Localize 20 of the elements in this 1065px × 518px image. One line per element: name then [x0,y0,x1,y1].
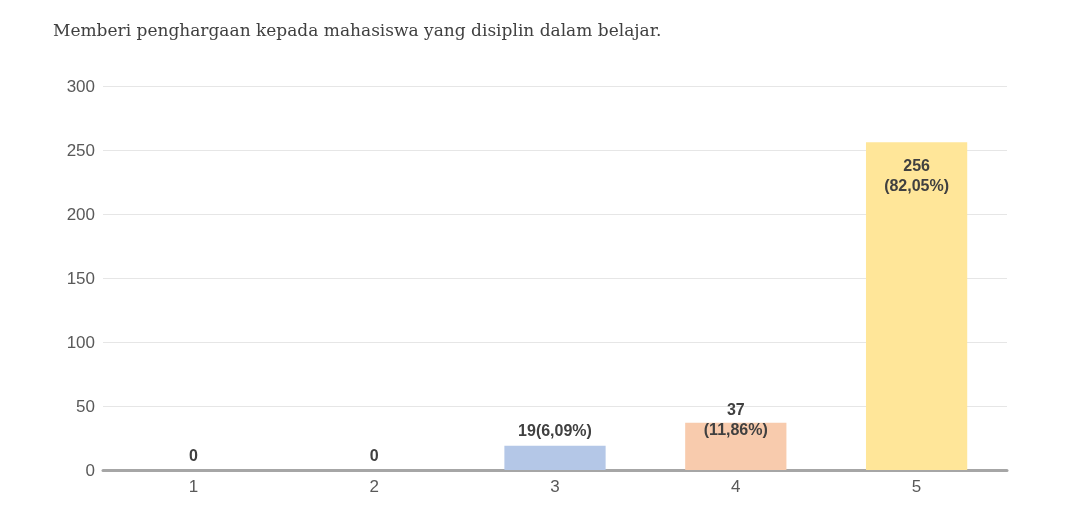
y-tick-label: 0 [85,460,95,480]
data-label: 256 (82,05%) [884,156,950,194]
x-tick-label: 1 [188,477,199,496]
bar [865,142,968,470]
y-tick-label: 250 [66,140,95,160]
x-tick-label: 3 [550,477,560,496]
y-tick-label: 150 [66,268,95,288]
chart-title: Memberi penghargaan kepada mahasiswa yang disiplin dalam belajar. [53,19,662,40]
y-tick-label: 300 [66,76,95,96]
y-tick-label: 100 [66,332,95,352]
data-label: 0 [188,446,198,464]
x-tick-label: 2 [369,477,379,496]
data-label: 19(6,09%) [518,422,592,440]
bar [504,445,606,470]
y-tick-label: 50 [76,396,95,416]
x-tick-label: 4 [731,477,741,496]
x-tick-label: 5 [911,477,922,496]
data-label: 0 [369,446,379,464]
data-label: 37 (11,86%) [703,401,768,439]
y-tick-label: 200 [66,204,95,224]
